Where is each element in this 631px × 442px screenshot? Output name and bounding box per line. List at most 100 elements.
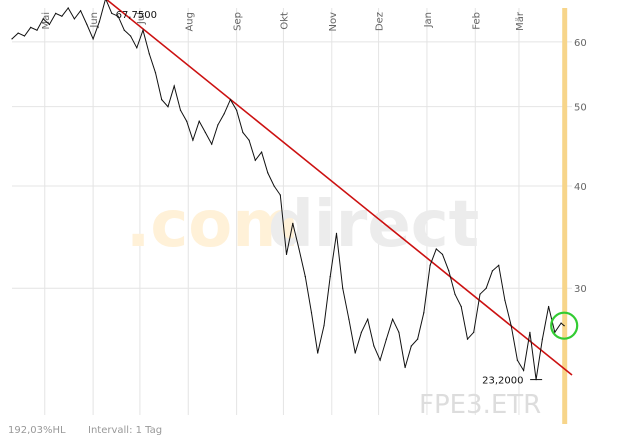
series-point (167, 106, 169, 108)
series-point (329, 276, 331, 278)
y-axis-ticks: 30 40 50 60 (574, 38, 587, 295)
series-point (563, 325, 565, 327)
series-point (523, 369, 525, 372)
series-point (198, 120, 200, 122)
series-point (504, 299, 506, 301)
x-tick-label: Jan (423, 12, 434, 28)
breakout-circle (550, 311, 579, 340)
series-point (367, 318, 369, 320)
series-point (548, 305, 550, 308)
series-point (317, 352, 319, 354)
series-point (11, 38, 13, 40)
series-point (23, 35, 26, 37)
series-point (92, 38, 94, 40)
series-point (491, 270, 493, 272)
series-point (479, 293, 481, 295)
series-point (67, 7, 69, 9)
x-tick-label: Nov (328, 12, 339, 32)
series-point (73, 18, 75, 20)
series-point (417, 338, 419, 340)
chart-grid (12, 8, 572, 415)
series-point (298, 248, 300, 250)
x-tick-label: Dez (375, 12, 386, 31)
series-point (285, 253, 288, 255)
trendline (105, 0, 573, 376)
series-point (186, 120, 188, 122)
series-point (304, 276, 306, 278)
series-point (385, 338, 387, 340)
series-point (279, 194, 281, 196)
series-point (273, 185, 275, 187)
x-tick-label: Jun (89, 12, 100, 29)
series-point (404, 366, 406, 369)
series-point (179, 109, 182, 111)
series-point (223, 113, 225, 115)
series-point (516, 359, 519, 361)
comdirect-watermark: .com direct (126, 188, 479, 262)
watermark-direct: direct (268, 188, 479, 262)
series-point (204, 131, 206, 134)
x-tick-label: Okt (279, 12, 290, 30)
series-point (154, 72, 157, 74)
series-point (410, 345, 412, 347)
series-point (261, 151, 263, 153)
series-point (473, 331, 475, 333)
series-point (173, 85, 175, 87)
footer-interval: Intervall: 1 Tag (88, 425, 162, 436)
series-point (498, 264, 500, 266)
series-point (466, 338, 469, 340)
series-point (510, 325, 512, 327)
series-point (217, 124, 219, 126)
series-point (86, 23, 88, 26)
series-point (292, 222, 294, 224)
series-point (236, 109, 238, 111)
x-axis-month-ticks: Mai Jun Jul Aug Sep Okt Nov Dez Jan Feb Mär (41, 11, 526, 31)
series-point (48, 23, 51, 26)
x-tick-label: Sep (233, 12, 244, 31)
series-point (441, 253, 444, 255)
series-point (448, 270, 450, 272)
series-point (529, 331, 531, 333)
x-tick-label: Jul (136, 12, 147, 25)
series-point (98, 21, 100, 23)
y-tick-label: 50 (574, 103, 587, 114)
series-point (373, 345, 375, 347)
series-point (130, 35, 132, 37)
x-tick-label: Mär (515, 11, 526, 31)
series-point (354, 352, 356, 354)
watermark-com: .com (126, 188, 299, 262)
series-point (148, 53, 150, 55)
series-point (36, 29, 38, 31)
series-point (211, 143, 213, 145)
series-point (398, 331, 400, 333)
series-point (348, 318, 350, 320)
series-point (454, 293, 456, 295)
series-point (229, 99, 231, 101)
series-point (435, 248, 437, 250)
series-point (142, 29, 144, 31)
series-point (323, 325, 325, 327)
x-tick-label: Feb (471, 12, 482, 30)
series-point (136, 47, 138, 49)
symbol-label: FPE3.ETR (419, 390, 541, 420)
series-point (460, 305, 462, 308)
series-point (242, 131, 244, 134)
footer-performance: 192,03%HL (8, 425, 66, 436)
series-point (485, 287, 487, 289)
series-point (17, 32, 19, 34)
series-point (123, 29, 125, 31)
series-point (61, 15, 63, 17)
series-point (55, 12, 57, 14)
current-date-marker (562, 8, 568, 424)
series-point (541, 338, 544, 340)
series-point (30, 26, 32, 28)
series-line (11, 0, 565, 380)
series-point (117, 15, 119, 17)
series-point (423, 312, 425, 314)
y-tick-label: 60 (574, 38, 587, 49)
series-point (429, 264, 431, 266)
x-tick-label: Mai (41, 12, 52, 30)
series-point (342, 287, 344, 289)
series-point (310, 312, 313, 314)
